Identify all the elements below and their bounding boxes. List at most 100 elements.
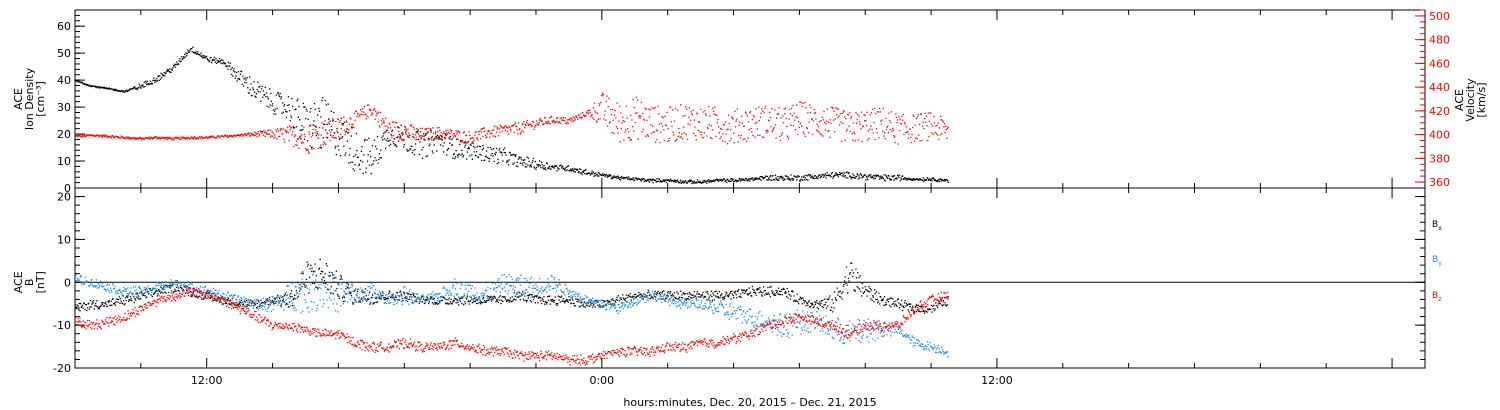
data-point (143, 286, 145, 288)
data-point (378, 111, 380, 113)
data-point (436, 302, 438, 304)
data-point (815, 301, 817, 304)
data-point (845, 282, 847, 285)
data-point (869, 114, 871, 116)
data-point (882, 130, 884, 132)
data-point (758, 288, 760, 290)
data-point (561, 165, 563, 167)
data-point (315, 310, 317, 312)
data-point (360, 298, 362, 300)
y-right-tick-label: 460 (1429, 57, 1450, 70)
data-point (421, 127, 424, 130)
data-point (238, 301, 240, 303)
y-tick-label: 30 (57, 101, 71, 114)
data-point (900, 299, 903, 301)
data-point (865, 288, 867, 291)
data-point (636, 112, 638, 114)
data-point (413, 294, 415, 296)
data-point (492, 298, 495, 300)
data-point (170, 279, 172, 281)
data-point (809, 111, 811, 114)
data-point (419, 141, 421, 143)
data-point (361, 289, 363, 292)
data-point (659, 181, 661, 183)
data-point (404, 300, 407, 302)
data-point (747, 180, 749, 182)
data-point (551, 165, 553, 167)
data-point (214, 59, 216, 61)
data-point (278, 135, 280, 138)
data-point (646, 134, 649, 136)
data-point (921, 179, 923, 181)
data-point (242, 301, 245, 303)
data-point (107, 300, 109, 302)
data-point (283, 301, 285, 303)
data-point (178, 60, 180, 62)
data-point (132, 138, 134, 140)
data-point (335, 277, 337, 279)
data-point (845, 130, 848, 132)
data-point (944, 131, 946, 134)
data-point (413, 136, 415, 138)
data-point (297, 116, 299, 118)
data-point (459, 296, 461, 298)
data-point (799, 298, 801, 300)
data-point (148, 84, 150, 86)
data-point (125, 290, 127, 292)
data-point (734, 180, 736, 182)
data-point (526, 299, 528, 302)
data-point (178, 136, 180, 139)
data-point (609, 121, 611, 123)
data-point (681, 137, 684, 140)
data-point (357, 112, 359, 114)
data-point (663, 129, 665, 131)
data-point (298, 147, 300, 149)
data-point (104, 301, 107, 303)
data-point (199, 136, 201, 138)
data-point (432, 291, 434, 293)
data-point (660, 294, 662, 296)
data-point (759, 178, 761, 180)
data-point (736, 118, 738, 120)
data-point (555, 165, 558, 167)
data-point (754, 292, 757, 294)
data-point (532, 160, 534, 162)
data-point (461, 297, 463, 299)
data-point (698, 121, 700, 123)
data-point (139, 85, 141, 87)
data-point (307, 140, 309, 142)
data-point (292, 305, 294, 307)
data-point (217, 292, 219, 294)
data-point (646, 119, 648, 121)
y-axis-label: [nT] (34, 271, 47, 293)
data-point (921, 139, 923, 142)
data-point (297, 295, 299, 298)
data-point (629, 139, 631, 141)
data-point (772, 175, 774, 177)
data-point (391, 136, 393, 138)
data-point (718, 297, 720, 299)
data-point (292, 302, 294, 304)
data-point (578, 114, 580, 116)
data-point (708, 124, 710, 126)
data-point (655, 293, 657, 296)
data-point (886, 299, 888, 301)
data-point (774, 124, 777, 126)
data-point (294, 307, 296, 309)
data-point (156, 80, 158, 82)
data-point (339, 278, 341, 280)
data-point (151, 83, 153, 85)
data-point (712, 180, 714, 182)
data-point (235, 75, 237, 77)
data-point (854, 177, 856, 179)
data-point (576, 169, 578, 171)
data-point (943, 304, 945, 306)
data-point (827, 305, 829, 307)
data-point (335, 145, 337, 148)
data-point (328, 271, 331, 273)
data-point (261, 305, 263, 307)
data-point (327, 103, 329, 105)
data-point (650, 124, 652, 126)
data-point (920, 178, 922, 181)
data-point (368, 285, 371, 288)
